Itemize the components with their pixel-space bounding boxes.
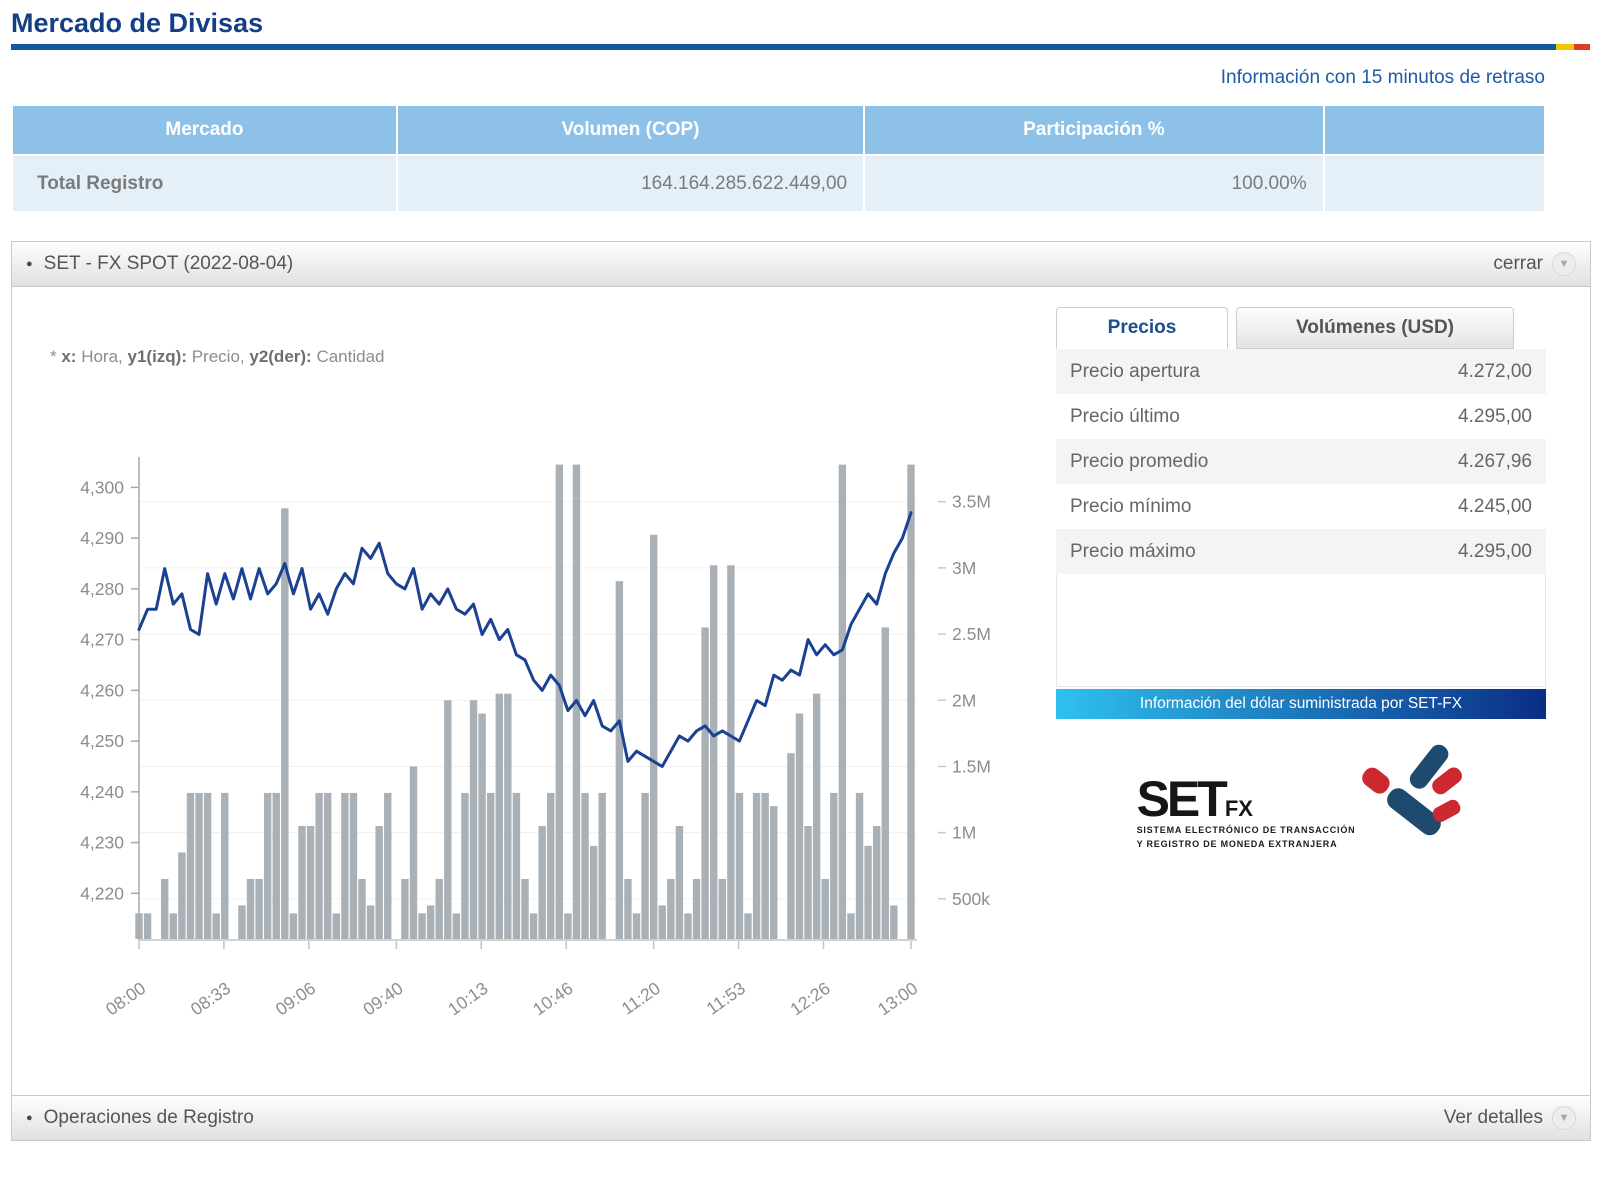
svg-text:12:26: 12:26: [786, 978, 833, 1020]
svg-text:3.5M: 3.5M: [952, 492, 991, 512]
bullet-icon: ●: [26, 1112, 33, 1124]
header-empty: [1324, 106, 1544, 154]
price-volume-chart: 4,220 4,230 4,240 4,250 4,260 4,270 4,280 4,290…: [80, 457, 991, 1020]
underline-yellow-segment: [1556, 44, 1574, 50]
price-min-value: 4.245,00: [1458, 495, 1532, 517]
quote-sidebar: Precios Volúmenes (USD) Precio apertura …: [1056, 307, 1546, 851]
svg-text:4,260: 4,260: [80, 680, 124, 700]
list-item: Precio mínimo 4.245,00: [1056, 484, 1546, 529]
svg-text:11:20: 11:20: [618, 978, 664, 1019]
svg-text:13:00: 13:00: [874, 978, 922, 1020]
list-item: Precio apertura 4.272,00: [1056, 349, 1546, 394]
chevron-down-icon[interactable]: ▼: [1552, 1106, 1576, 1130]
svg-text:08:00: 08:00: [102, 978, 150, 1020]
table-row: Total Registro 164.164.285.622.449,00 10…: [13, 156, 1544, 211]
panel-title: SET - FX SPOT (2022-08-04): [43, 253, 294, 274]
svg-text:2M: 2M: [952, 690, 976, 710]
svg-text:09:06: 09:06: [272, 978, 319, 1020]
fx-spot-panel: ● SET - FX SPOT (2022-08-04) cerrar ▼ * …: [11, 241, 1591, 1141]
panel-body: * x: Hora, y1(izq): Precio, y2(der): Can…: [12, 287, 1590, 1095]
svg-text:4,220: 4,220: [80, 883, 124, 903]
svg-text:500k: 500k: [952, 889, 990, 909]
list-item: Precio último 4.295,00: [1056, 394, 1546, 439]
setfx-logo-graphic: [1362, 744, 1463, 836]
tab-precios[interactable]: Precios: [1056, 307, 1228, 349]
price-average-label: Precio promedio: [1070, 450, 1209, 472]
price-line: [137, 511, 913, 768]
underline-blue-segment: [11, 44, 1556, 50]
price-min-label: Precio mínimo: [1070, 495, 1192, 517]
svg-text:11:53: 11:53: [703, 978, 749, 1019]
price-average-value: 4.267,96: [1458, 450, 1532, 472]
header-participacion: Participación %: [865, 106, 1323, 154]
svg-text:08:33: 08:33: [187, 978, 234, 1020]
svg-text:1M: 1M: [952, 823, 976, 843]
list-item: Precio máximo 4.295,00: [1056, 529, 1546, 574]
svg-text:10:13: 10:13: [444, 978, 491, 1020]
chart-axis-note: * x: Hora, y1(izq): Precio, y2(der): Can…: [50, 347, 385, 366]
operations-title: Operaciones de Registro: [43, 1107, 254, 1128]
bullet-icon: ●: [26, 258, 33, 270]
volume-bars: [135, 464, 915, 939]
panel-header: ● SET - FX SPOT (2022-08-04) cerrar ▼: [12, 242, 1590, 287]
price-max-label: Precio máximo: [1070, 540, 1196, 562]
total-registro-label: Total Registro: [13, 156, 396, 211]
ver-detalles-link[interactable]: Ver detalles: [1443, 1107, 1543, 1128]
svg-text:09:40: 09:40: [359, 978, 407, 1020]
price-max-value: 4.295,00: [1458, 540, 1532, 562]
tab-content-empty-area: [1056, 574, 1546, 687]
price-open-value: 4.272,00: [1458, 360, 1532, 382]
title-underline: [11, 44, 1590, 50]
delay-note: Información con 15 minutos de retraso: [1220, 67, 1545, 88]
price-open-label: Precio apertura: [1070, 360, 1200, 382]
setfx-logo-text: SETFX SISTEMA ELECTRÓNICO DE TRANSACCIÓN…: [1136, 770, 1356, 849]
svg-text:2.5M: 2.5M: [952, 624, 991, 644]
participation-value: 100.00%: [865, 156, 1323, 211]
chevron-down-icon[interactable]: ▼: [1552, 252, 1576, 276]
table-header-row: Mercado Volumen (COP) Participación %: [13, 106, 1544, 154]
close-panel-link[interactable]: cerrar: [1493, 253, 1543, 274]
setfx-logo: SETFX SISTEMA ELECTRÓNICO DE TRANSACCIÓN…: [1056, 733, 1546, 851]
svg-text:10:46: 10:46: [529, 978, 576, 1020]
market-summary-table: Mercado Volumen (COP) Participación % To…: [11, 104, 1546, 213]
header-volumen: Volumen (COP): [397, 106, 864, 154]
header-mercado: Mercado: [13, 106, 396, 154]
underline-red-segment: [1574, 44, 1590, 50]
empty-cell: [1324, 156, 1544, 211]
svg-text:4,250: 4,250: [80, 731, 124, 751]
tab-volumenes-usd[interactable]: Volúmenes (USD): [1236, 307, 1514, 349]
svg-text:4,280: 4,280: [80, 579, 124, 599]
svg-text:4,230: 4,230: [80, 833, 124, 853]
svg-text:1.5M: 1.5M: [952, 756, 991, 776]
price-last-value: 4.295,00: [1458, 405, 1532, 427]
svg-text:4,270: 4,270: [80, 630, 124, 650]
operations-footer-bar: ● Operaciones de Registro Ver detalles ▼: [12, 1095, 1590, 1140]
svg-text:4,290: 4,290: [80, 528, 124, 548]
page-title: Mercado de Divisas: [11, 8, 264, 38]
price-rows: Precio apertura 4.272,00 Precio último 4…: [1056, 349, 1546, 574]
total-volume-value: 164.164.285.622.449,00: [397, 156, 864, 211]
setfx-info-banner: Información del dólar suministrada por S…: [1056, 689, 1546, 719]
svg-text:4,300: 4,300: [80, 477, 124, 497]
quote-tabs: Precios Volúmenes (USD): [1056, 307, 1546, 349]
svg-text:3M: 3M: [952, 558, 976, 578]
price-last-label: Precio último: [1070, 405, 1180, 427]
svg-text:4,240: 4,240: [80, 782, 124, 802]
list-item: Precio promedio 4.267,96: [1056, 439, 1546, 484]
